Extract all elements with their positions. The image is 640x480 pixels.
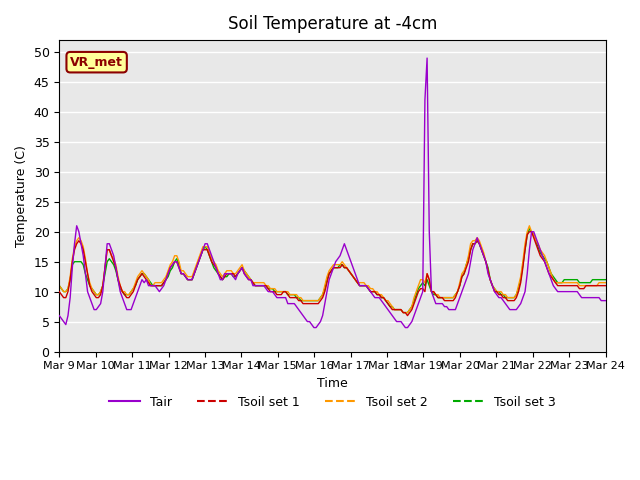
Y-axis label: Temperature (C): Temperature (C): [15, 145, 28, 247]
Text: VR_met: VR_met: [70, 56, 123, 69]
X-axis label: Time: Time: [317, 377, 348, 390]
Title: Soil Temperature at -4cm: Soil Temperature at -4cm: [228, 15, 437, 33]
Legend: Tair, Tsoil set 1, Tsoil set 2, Tsoil set 3: Tair, Tsoil set 1, Tsoil set 2, Tsoil se…: [104, 391, 561, 414]
